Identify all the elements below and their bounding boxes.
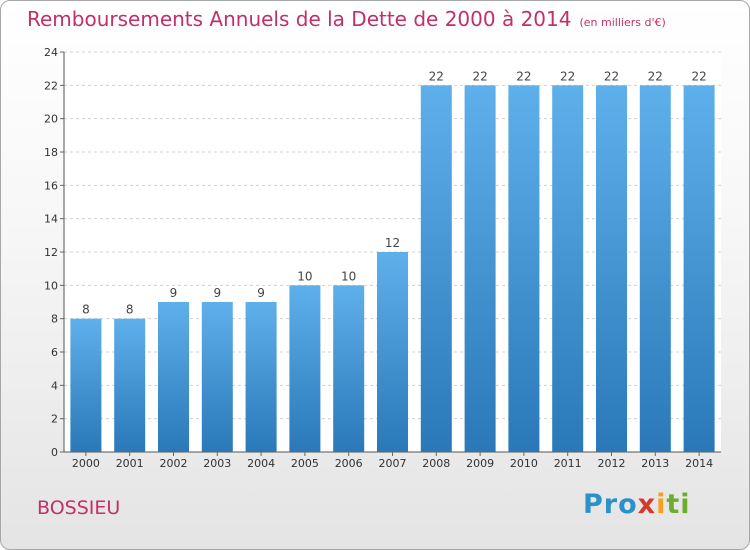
chart-title-text: Remboursements Annuels de la Dette de 20… xyxy=(27,7,572,31)
y-tick-label: 14 xyxy=(44,213,58,226)
bar xyxy=(639,85,671,452)
y-tick-label: 16 xyxy=(44,179,58,192)
bar-value-label: 22 xyxy=(560,69,575,83)
bar xyxy=(464,85,496,452)
logo-part-1: Pro xyxy=(583,489,638,520)
bar-value-label: 10 xyxy=(341,269,356,283)
bar xyxy=(245,302,277,452)
x-tick-label: 2011 xyxy=(554,457,582,470)
x-tick-label: 2002 xyxy=(160,457,188,470)
bar-value-label: 8 xyxy=(82,303,90,317)
bar-value-label: 9 xyxy=(170,286,178,300)
x-tick-label: 2001 xyxy=(116,457,144,470)
proxiti-logo: Proxiti xyxy=(583,489,691,520)
x-tick-label: 2013 xyxy=(641,457,669,470)
x-tick-label: 2005 xyxy=(291,457,319,470)
x-tick-label: 2004 xyxy=(247,457,275,470)
bar-value-label: 22 xyxy=(516,69,531,83)
y-tick-label: 24 xyxy=(44,46,58,59)
y-tick-label: 0 xyxy=(51,446,58,459)
x-tick-label: 2009 xyxy=(466,457,494,470)
x-tick-label: 2007 xyxy=(379,457,407,470)
bar-value-label: 22 xyxy=(604,69,619,83)
bar-value-label: 22 xyxy=(472,69,487,83)
y-tick-label: 10 xyxy=(44,279,58,292)
logo-part-2: x xyxy=(637,489,657,520)
x-tick-label: 2008 xyxy=(422,457,450,470)
bar-value-label: 10 xyxy=(297,269,312,283)
y-tick-label: 6 xyxy=(51,346,58,359)
bar xyxy=(70,318,102,452)
bar-value-label: 9 xyxy=(213,286,221,300)
y-tick-label: 8 xyxy=(51,313,58,326)
bar xyxy=(420,85,452,452)
bar-value-label: 12 xyxy=(385,236,400,250)
bar-value-label: 22 xyxy=(691,69,706,83)
y-tick-label: 4 xyxy=(51,379,58,392)
bar xyxy=(201,302,233,452)
bar-value-label: 22 xyxy=(648,69,663,83)
logo-part-4: ti xyxy=(666,489,691,520)
bar xyxy=(333,285,365,452)
x-tick-label: 2006 xyxy=(335,457,363,470)
bar-value-label: 22 xyxy=(429,69,444,83)
bar xyxy=(377,252,408,452)
x-tick-label: 2010 xyxy=(510,457,538,470)
bar xyxy=(158,302,189,452)
bar-value-label: 8 xyxy=(126,303,134,317)
x-tick-label: 2014 xyxy=(685,457,713,470)
y-tick-label: 20 xyxy=(44,113,58,126)
location-name: BOSSIEU xyxy=(37,497,121,519)
chart-unit-note: (en milliers d'€) xyxy=(579,16,666,29)
bar xyxy=(683,85,715,452)
x-tick-label: 2000 xyxy=(72,457,100,470)
bar xyxy=(289,285,321,452)
bar xyxy=(114,318,146,452)
bar xyxy=(508,85,540,452)
bar xyxy=(552,85,584,452)
bar xyxy=(596,85,627,452)
bar-value-label: 9 xyxy=(257,286,265,300)
y-tick-label: 12 xyxy=(44,246,58,259)
y-tick-label: 2 xyxy=(51,413,58,426)
logo-part-3: i xyxy=(656,489,667,520)
x-tick-label: 2012 xyxy=(598,457,626,470)
x-tick-label: 2003 xyxy=(203,457,231,470)
y-tick-label: 18 xyxy=(44,146,58,159)
chart-title: Remboursements Annuels de la Dette de 20… xyxy=(27,7,666,31)
y-tick-label: 22 xyxy=(44,79,58,92)
